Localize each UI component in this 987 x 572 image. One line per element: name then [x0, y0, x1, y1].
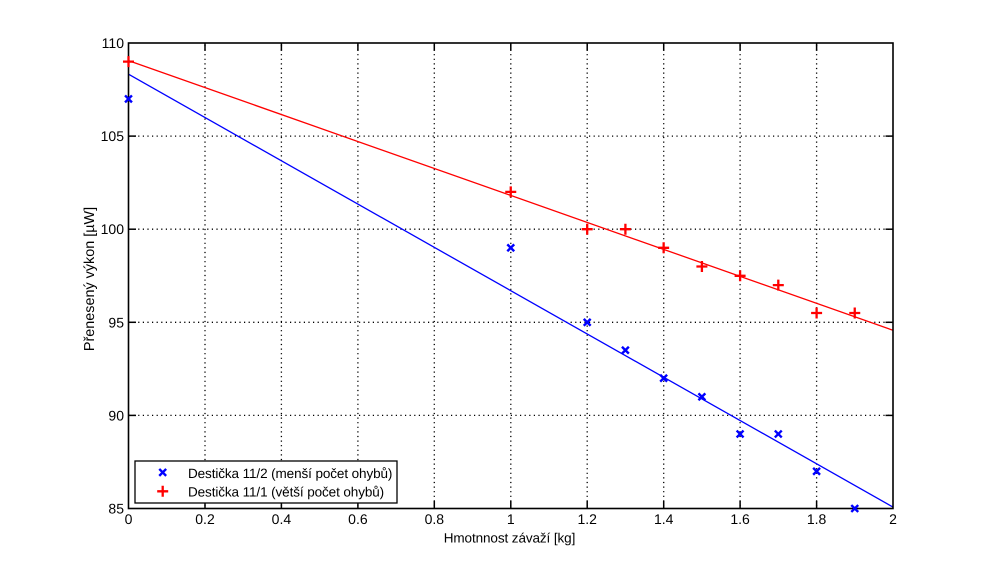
svg-text:85: 85 [108, 501, 124, 517]
svg-text:1.6: 1.6 [730, 511, 750, 527]
svg-text:0.8: 0.8 [425, 511, 445, 527]
svg-text:1.2: 1.2 [577, 511, 597, 527]
svg-text:105: 105 [101, 128, 125, 144]
svg-text:0.4: 0.4 [272, 511, 292, 527]
svg-text:1.8: 1.8 [807, 511, 827, 527]
svg-text:100: 100 [101, 221, 125, 237]
svg-text:Destička 11/2 (menší počet ohy: Destička 11/2 (menší počet ohybů) [188, 466, 392, 481]
svg-text:95: 95 [108, 314, 124, 330]
svg-text:2: 2 [889, 511, 897, 527]
svg-text:Destička 11/1 (větší počet ohy: Destička 11/1 (větší počet ohybů) [188, 485, 384, 500]
svg-text:Hmotnnost závaží [kg]: Hmotnnost závaží [kg] [444, 531, 575, 546]
svg-text:90: 90 [108, 407, 124, 423]
svg-text:0.2: 0.2 [195, 511, 215, 527]
svg-text:Přenesený výkon [µW]: Přenesený výkon [µW] [82, 207, 98, 351]
svg-text:1.4: 1.4 [654, 511, 674, 527]
svg-text:0.6: 0.6 [348, 511, 368, 527]
svg-text:110: 110 [102, 35, 125, 51]
svg-text:0: 0 [125, 511, 133, 527]
svg-text:1: 1 [507, 511, 515, 527]
